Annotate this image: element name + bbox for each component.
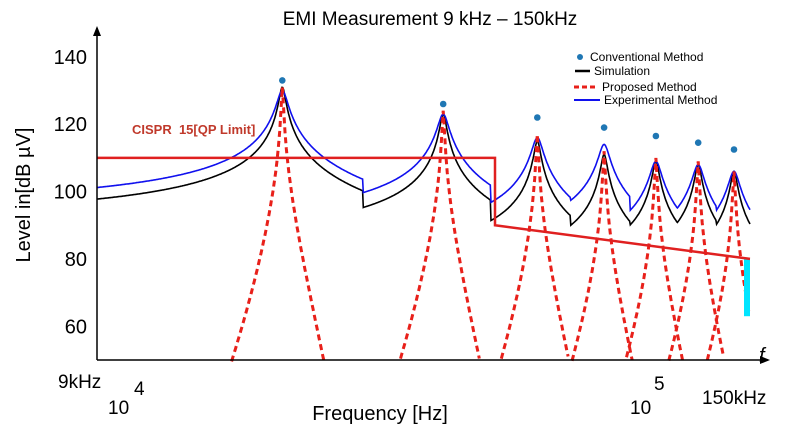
y-tick-label-60: 60 [65, 316, 87, 338]
x-tick-decade2-base: 10 [630, 398, 651, 419]
proposed-series-peak-6 [667, 161, 726, 361]
conventional-point-7 [730, 146, 738, 153]
proposed-series-peak-7 [705, 171, 751, 361]
cispr-limit-line [97, 156, 751, 261]
legend-proposed-label: Proposed Method [602, 80, 697, 94]
legend-conventional-label: Conventional Method [590, 50, 703, 64]
limit-label: CISPR 15[QP Limit] [132, 122, 255, 137]
limit-line-path [97, 156, 751, 261]
legend-marker-conventional [577, 54, 583, 60]
proposed-series-peak-2 [399, 110, 481, 360]
x-tick-end: 150kHz [702, 388, 766, 409]
plot-lines [96, 86, 751, 362]
cyan-edge-marker [744, 258, 750, 317]
legend-box [570, 47, 748, 109]
legend-simulation-label: Simulation [594, 64, 650, 78]
experimental-series-line [96, 89, 751, 213]
x-axis-letter: f [759, 345, 767, 367]
legend: Conventional Method Simulation Proposed … [570, 47, 748, 109]
x-tick-start: 9kHz [58, 372, 101, 393]
simulation-series-line [96, 86, 751, 227]
y-axis-arrow [93, 26, 101, 36]
y-tick-label-120: 120 [54, 114, 87, 136]
x-axis-label: Frequency [Hz] [312, 403, 448, 425]
proposed-series-peak-4 [570, 151, 634, 362]
x-tick-decade1-base: 10 [108, 398, 129, 419]
y-tick-label-80: 80 [65, 249, 87, 271]
proposed-series-peak-1 [230, 87, 326, 362]
x-axis-arrow [760, 356, 770, 364]
conventional-points [279, 77, 738, 153]
proposed-series-peak-5 [625, 157, 685, 361]
conventional-point-6 [694, 139, 702, 146]
y-tick-labels: 60 80 100 120 140 [54, 47, 87, 338]
y-tick-label-140: 140 [54, 47, 87, 69]
conventional-point-4 [600, 124, 608, 131]
conventional-point-1 [279, 77, 286, 84]
x-tick-decade2-exp: 5 [654, 374, 665, 395]
conventional-point-5 [652, 132, 660, 140]
y-axis-label: Level in[dB µV] [13, 128, 35, 263]
chart-title: EMI Measurement 9 kHz – 150kHz [283, 9, 578, 30]
x-tick-decade1-exp: 4 [134, 379, 145, 400]
proposed-series-peak-3 [499, 134, 570, 360]
y-tick-label-100: 100 [54, 182, 87, 204]
conventional-point-3 [534, 114, 541, 121]
axes [93, 26, 770, 364]
legend-experimental-label: Experimental Method [604, 93, 717, 107]
conventional-point-2 [439, 100, 447, 108]
